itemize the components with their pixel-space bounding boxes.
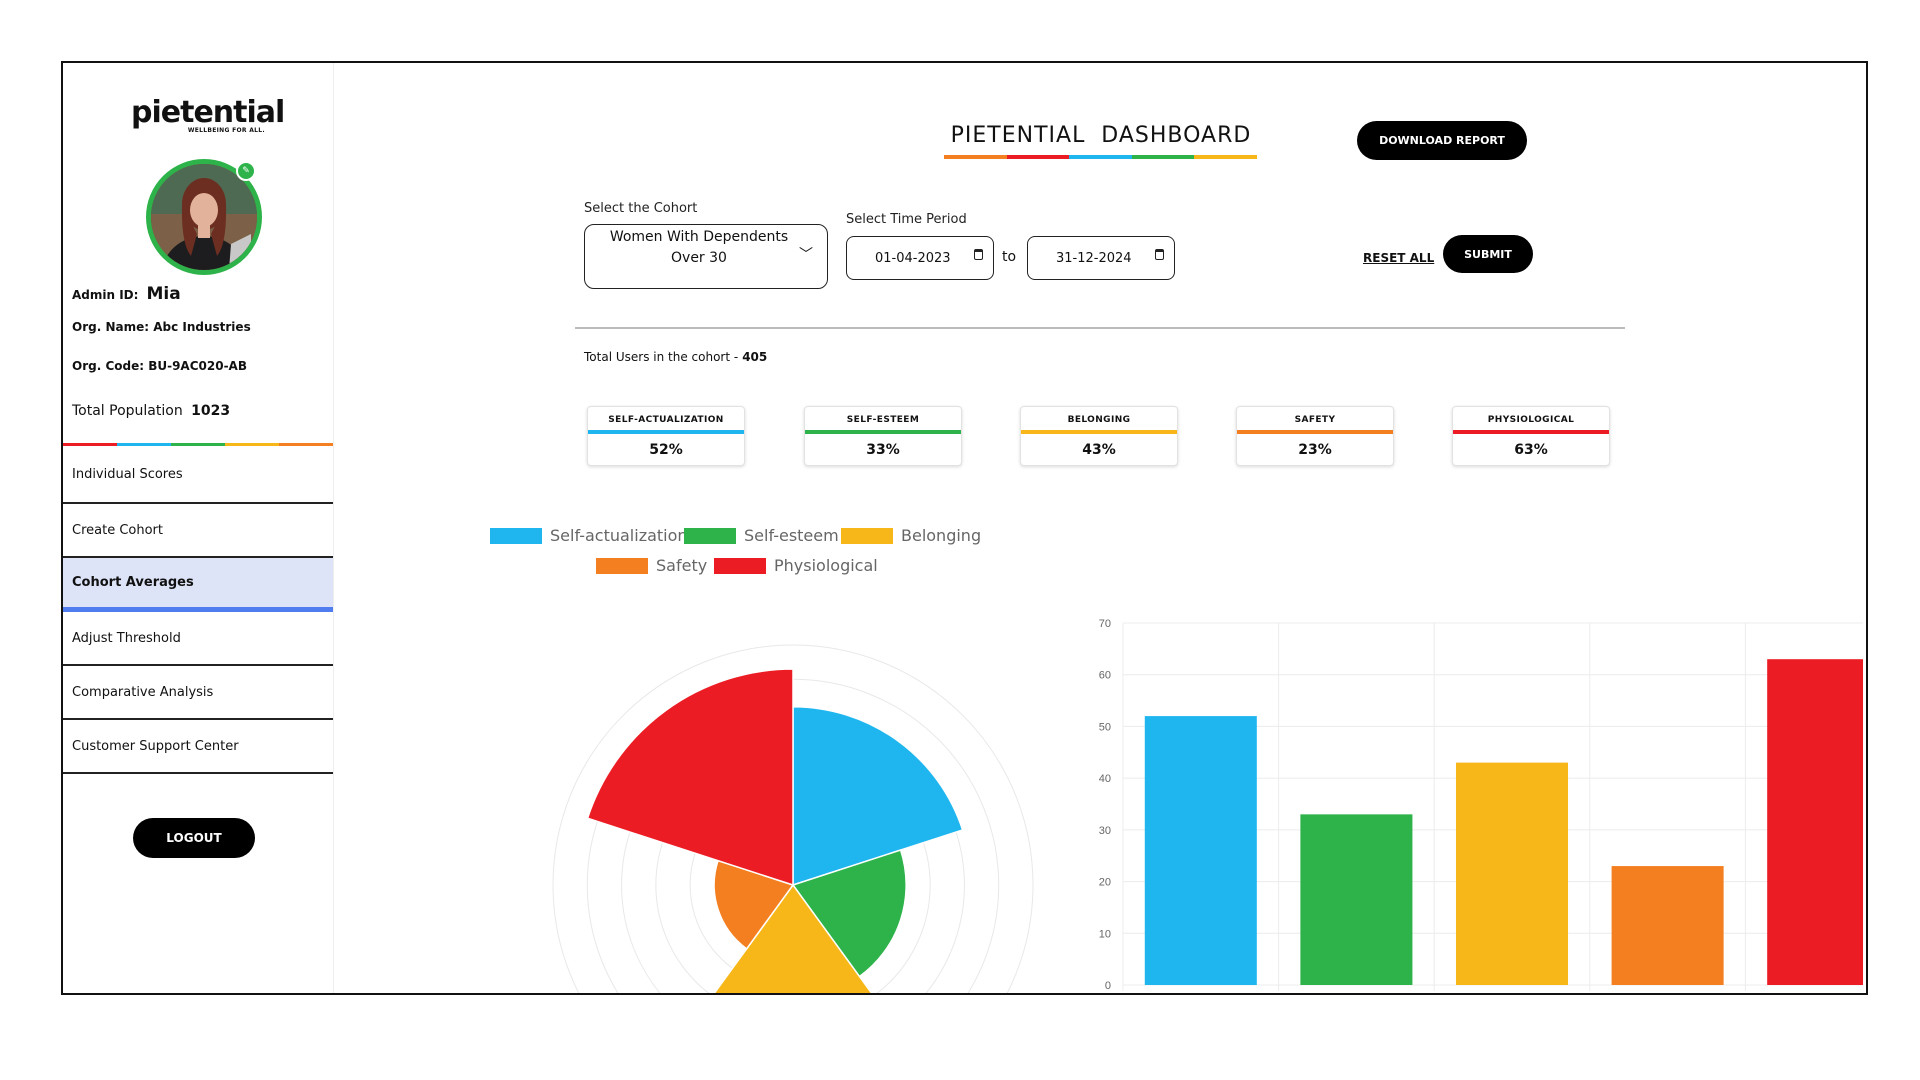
- legend-swatch: [596, 557, 648, 574]
- bar-belonging[interactable]: [1455, 762, 1569, 985]
- calendar-icon[interactable]: [974, 249, 983, 260]
- population-label: Total Population: [72, 403, 183, 419]
- nav-item-adjust-threshold[interactable]: Adjust Threshold: [63, 612, 333, 666]
- y-tick-label: 50: [1099, 721, 1111, 733]
- y-tick-label: 30: [1099, 825, 1111, 837]
- y-tick-label: 70: [1099, 618, 1111, 630]
- y-tick-label: 20: [1099, 877, 1111, 889]
- score-card-title: BELONGING: [1021, 407, 1177, 434]
- total-users-summary: Total Users in the cohort -405: [584, 350, 767, 364]
- to-date-input[interactable]: 31-12-2024: [1027, 236, 1175, 280]
- avatar[interactable]: [146, 159, 262, 275]
- population-value: 1023: [191, 403, 231, 419]
- bar-self-actualization[interactable]: [1144, 716, 1257, 985]
- score-card-value: 43%: [1082, 442, 1116, 458]
- logo[interactable]: pietential WELLBEING FOR ALL.: [131, 95, 285, 135]
- app-frame: pietential WELLBEING FOR ALL. ✎ Admin ID…: [61, 61, 1868, 995]
- nav-item-create-cohort[interactable]: Create Cohort: [63, 504, 333, 558]
- time-period-label: Select Time Period: [846, 212, 967, 227]
- from-date-value: 01-04-2023: [875, 250, 951, 266]
- legend-physiological[interactable]: Physiological: [714, 556, 878, 575]
- total-population: Total Population 1023: [72, 403, 230, 419]
- legend-label: Physiological: [774, 556, 878, 575]
- reset-all-link[interactable]: RESET ALL: [1363, 251, 1435, 265]
- score-card-title: SELF-ACTUALIZATION: [588, 407, 744, 434]
- score-card-physiological: PHYSIOLOGICAL 63%: [1452, 406, 1610, 466]
- legend-belonging[interactable]: Belonging: [841, 526, 981, 545]
- sidebar: pietential WELLBEING FOR ALL. ✎ Admin ID…: [63, 63, 334, 993]
- to-label: to: [1002, 249, 1017, 265]
- polar-area-chart: [552, 644, 1034, 995]
- sidebar-color-strip: [63, 443, 333, 446]
- section-divider: [575, 327, 1625, 329]
- avatar-image: [151, 164, 257, 270]
- score-card-value: 52%: [649, 442, 683, 458]
- logout-button[interactable]: LOGOUT: [133, 818, 255, 858]
- legend-label: Safety: [656, 556, 708, 575]
- score-card-safety: SAFETY 23%: [1236, 406, 1394, 466]
- to-date-value: 31-12-2024: [1056, 250, 1132, 266]
- score-card-value: 23%: [1298, 442, 1332, 458]
- y-tick-label: 0: [1105, 980, 1111, 992]
- cohort-label: Select the Cohort: [584, 201, 698, 216]
- bar-physiological[interactable]: [1767, 659, 1863, 985]
- logo-tagline: WELLBEING FOR ALL.: [187, 127, 265, 134]
- score-card-title: PHYSIOLOGICAL: [1453, 407, 1609, 434]
- nav-item-cohort-averages[interactable]: Cohort Averages: [63, 558, 333, 612]
- polar-slice-physiological[interactable]: [586, 668, 794, 887]
- total-users-label: Total Users in the cohort -: [584, 350, 739, 364]
- submit-button[interactable]: SUBMIT: [1443, 235, 1533, 273]
- polar-slice-safety[interactable]: [713, 859, 795, 950]
- legend-swatch: [684, 527, 736, 544]
- calendar-icon[interactable]: [1155, 249, 1164, 260]
- admin-id-value: Mia: [146, 284, 181, 304]
- sidebar-nav: Individual Scores Create Cohort Cohort A…: [63, 446, 333, 774]
- chevron-down-icon: ﹀: [799, 247, 813, 263]
- legend-swatch: [714, 557, 766, 574]
- legend-swatch: [841, 527, 893, 544]
- polar-slice-self-esteem[interactable]: [791, 849, 907, 978]
- org-code: Org. Code: BU-9AC020-AB: [72, 359, 247, 373]
- org-name: Org. Name: Abc Industries: [72, 320, 251, 334]
- admin-id: Admin ID: Mia: [72, 284, 181, 304]
- logo-wordmark: pietential: [131, 95, 285, 130]
- cohort-select-value: Women With Dependents Over 30: [609, 229, 789, 266]
- nav-item-customer-support-center[interactable]: Customer Support Center: [63, 720, 333, 774]
- polar-grid-ring: [552, 644, 1034, 993]
- admin-id-label: Admin ID:: [72, 288, 139, 302]
- total-users-value: 405: [742, 350, 768, 364]
- legend-label: Belonging: [901, 526, 982, 545]
- y-tick-label: 40: [1099, 773, 1111, 785]
- legend-self-esteem[interactable]: Self-esteem: [684, 526, 839, 545]
- legend-self-actualization[interactable]: Self-actualization: [490, 526, 688, 545]
- score-card-belonging: BELONGING 43%: [1020, 406, 1178, 466]
- legend-label: Self-actualization: [550, 526, 688, 545]
- legend-label: Self-esteem: [744, 526, 839, 545]
- score-card-title: SAFETY: [1237, 407, 1393, 434]
- y-tick-label: 10: [1099, 928, 1111, 940]
- page-scrollbar[interactable]: [1867, 103, 1868, 803]
- y-tick-label: 60: [1099, 670, 1111, 682]
- edit-avatar-icon[interactable]: ✎: [236, 161, 256, 181]
- legend-safety[interactable]: Safety: [596, 556, 707, 575]
- score-card-self-actualization: SELF-ACTUALIZATION 52%: [587, 406, 745, 466]
- nav-item-comparative-analysis[interactable]: Comparative Analysis: [63, 666, 333, 720]
- score-card-value: 33%: [866, 442, 900, 458]
- score-card-value: 63%: [1514, 442, 1548, 458]
- polar-slice-self-actualization[interactable]: [792, 705, 964, 887]
- from-date-input[interactable]: 01-04-2023: [846, 236, 994, 280]
- bar-safety[interactable]: [1611, 866, 1724, 985]
- score-card-self-esteem: SELF-ESTEEM 33%: [804, 406, 962, 466]
- legend-swatch: [490, 527, 542, 544]
- download-report-button[interactable]: DOWNLOAD REPORT: [1357, 121, 1527, 160]
- score-card-title: SELF-ESTEEM: [805, 407, 961, 434]
- nav-item-individual-scores[interactable]: Individual Scores: [63, 446, 333, 504]
- bar-chart: 010203040506070Self-actualizationSelf-es…: [1099, 618, 1863, 992]
- bar-self-esteem[interactable]: [1300, 814, 1413, 985]
- polar-slice-belonging[interactable]: [706, 883, 879, 995]
- cohort-select[interactable]: Women With Dependents Over 30 ﹀: [584, 224, 828, 289]
- title-underline: [944, 155, 1257, 159]
- page-title: PIETENTIAL DASHBOARD: [950, 123, 1252, 148]
